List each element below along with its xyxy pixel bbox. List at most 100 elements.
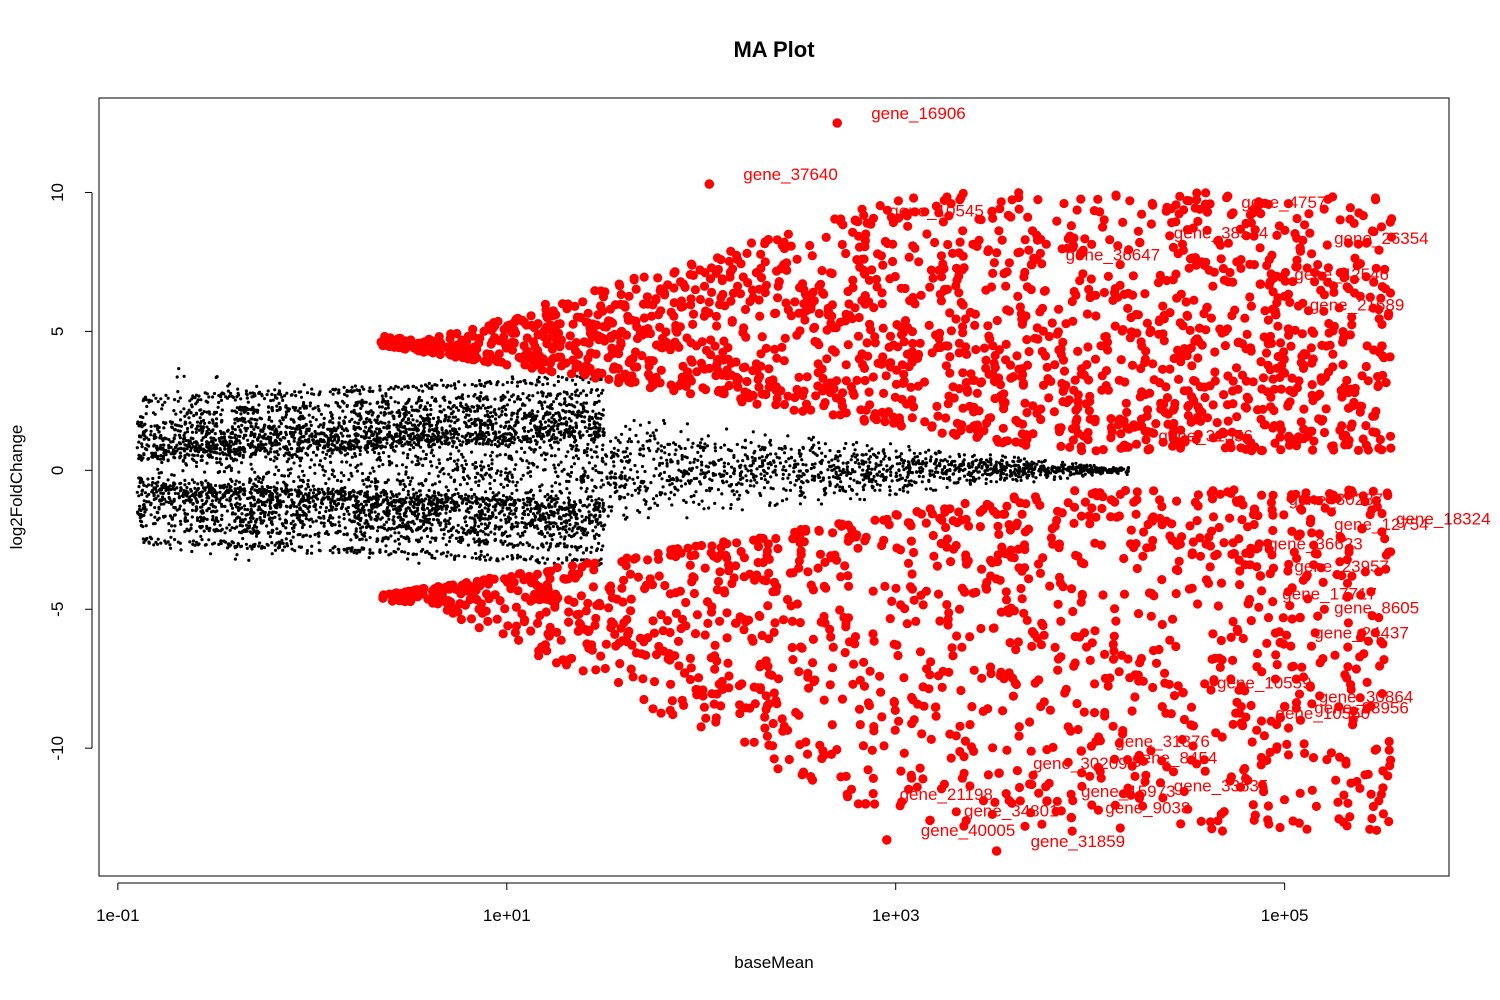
point [187, 453, 191, 457]
point [207, 538, 211, 542]
point [382, 426, 386, 430]
point [152, 486, 156, 490]
point [365, 485, 369, 489]
point [147, 541, 151, 545]
point [546, 412, 550, 416]
point [552, 497, 556, 501]
point [360, 471, 365, 476]
point [187, 408, 191, 412]
point [255, 529, 260, 533]
point [543, 561, 547, 565]
point [249, 433, 253, 437]
point [389, 386, 393, 390]
point [234, 496, 238, 500]
point [679, 430, 683, 434]
point [545, 557, 549, 561]
point [284, 413, 288, 417]
point [523, 414, 527, 418]
point [521, 392, 525, 396]
point [546, 524, 550, 528]
point [685, 422, 690, 426]
point [881, 467, 886, 471]
point [442, 504, 446, 508]
point [324, 506, 329, 510]
point [587, 503, 591, 507]
point [251, 516, 255, 521]
point [397, 509, 401, 513]
point [362, 500, 367, 504]
point [352, 494, 356, 498]
point [375, 529, 380, 533]
point [523, 403, 527, 407]
point [228, 528, 232, 532]
point [851, 443, 855, 447]
point [403, 385, 407, 389]
point [419, 457, 423, 461]
point [551, 413, 556, 417]
point [556, 497, 560, 501]
point [290, 492, 294, 496]
point [463, 415, 467, 419]
point [473, 551, 478, 556]
point [285, 391, 289, 395]
point [300, 525, 304, 530]
point [142, 453, 146, 457]
point [236, 393, 241, 397]
point [587, 380, 591, 385]
point [781, 472, 785, 476]
point [460, 393, 465, 397]
point [245, 396, 249, 400]
point [475, 539, 479, 543]
point [543, 458, 547, 462]
point [288, 471, 292, 475]
point [474, 556, 478, 561]
point [397, 492, 401, 496]
point [597, 399, 601, 403]
point [237, 407, 242, 412]
point [477, 379, 482, 383]
point [760, 455, 764, 459]
point [194, 529, 198, 534]
point [422, 407, 426, 411]
point [277, 408, 281, 412]
point [699, 468, 704, 472]
point [653, 437, 657, 441]
point [202, 410, 206, 414]
point [350, 410, 354, 414]
point [531, 412, 535, 416]
point [427, 509, 432, 513]
point [270, 419, 274, 423]
point [470, 496, 474, 500]
point [331, 469, 335, 473]
point [319, 505, 323, 509]
point [343, 440, 347, 444]
point [306, 438, 310, 442]
point [360, 398, 364, 402]
point [564, 528, 568, 532]
point [257, 403, 261, 407]
point [185, 412, 189, 416]
point [326, 404, 330, 408]
point [418, 421, 422, 425]
point [501, 532, 505, 537]
point [518, 498, 522, 502]
point [798, 494, 802, 498]
point [307, 494, 311, 498]
point [379, 517, 383, 521]
point [432, 536, 437, 541]
point [577, 409, 581, 413]
point [819, 479, 823, 483]
point [392, 507, 396, 511]
point [541, 427, 545, 431]
point [259, 428, 263, 432]
point [268, 501, 273, 505]
point [472, 537, 476, 541]
point [528, 509, 533, 513]
point [523, 512, 527, 517]
point [163, 436, 167, 440]
point [481, 539, 485, 543]
point [461, 397, 465, 401]
point [338, 529, 342, 534]
point [515, 397, 520, 401]
